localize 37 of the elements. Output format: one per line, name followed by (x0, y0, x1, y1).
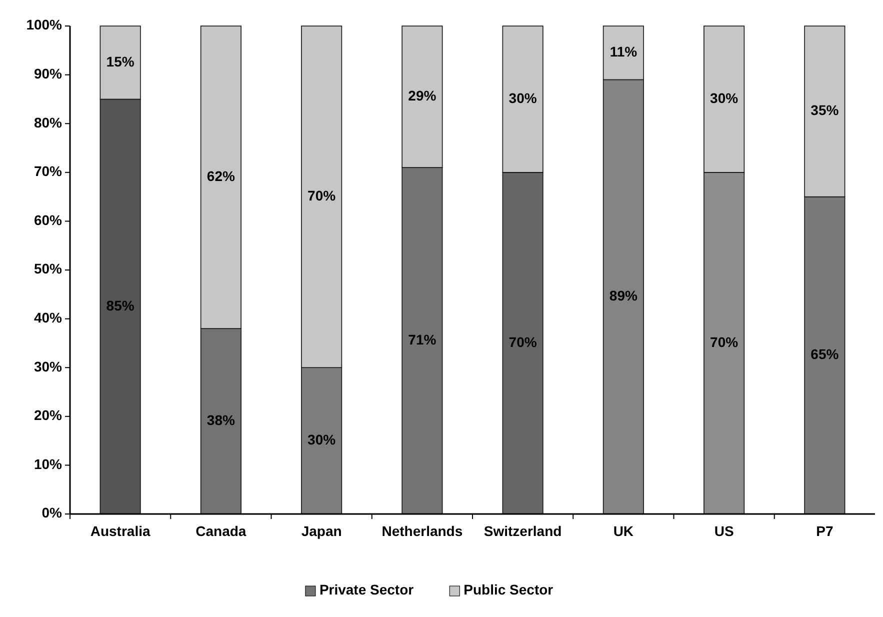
legend-label: Private Sector (319, 582, 414, 598)
data-label: 70% (308, 188, 336, 204)
data-label: 71% (408, 331, 437, 348)
legend-label: Public Sector (464, 582, 554, 598)
y-tick-label: 70% (34, 163, 63, 180)
data-label: 62% (206, 168, 236, 184)
y-tick-label: 40% (34, 310, 63, 326)
x-tick-label: Japan (301, 523, 342, 539)
data-label: 11% (610, 44, 638, 60)
y-tick-label: 60% (34, 212, 63, 228)
data-label: 30% (308, 432, 336, 448)
y-tick-label: 0% (42, 504, 63, 521)
data-label: 85% (106, 297, 135, 314)
x-tick-label: Australia (90, 523, 150, 539)
y-tick-label: 20% (34, 407, 63, 424)
x-tick-label: Canada (196, 523, 246, 539)
y-tick-label: 10% (34, 456, 63, 472)
x-tick-label: US (714, 523, 734, 539)
data-label: 38% (206, 412, 236, 428)
data-label: 70% (508, 334, 538, 350)
data-label: 15% (106, 53, 135, 70)
x-tick-label: Netherlands (382, 523, 463, 539)
y-tick-label: 30% (34, 358, 63, 374)
y-tick-label: 80% (34, 114, 63, 130)
y-tick-label: 50% (34, 260, 63, 277)
x-tick-label: Switzerland (484, 523, 562, 539)
data-label: 70% (710, 334, 739, 350)
data-label: 89% (609, 288, 638, 304)
y-tick-label: 90% (34, 66, 63, 82)
data-label: 65% (810, 346, 840, 362)
data-label: 29% (408, 87, 437, 104)
x-tick-label: P7 (816, 523, 834, 539)
y-tick-label: 100% (26, 16, 63, 33)
data-label: 30% (710, 90, 739, 106)
data-label: 30% (508, 90, 538, 106)
data-label: 35% (810, 102, 840, 118)
x-tick-label: UK (613, 523, 634, 539)
